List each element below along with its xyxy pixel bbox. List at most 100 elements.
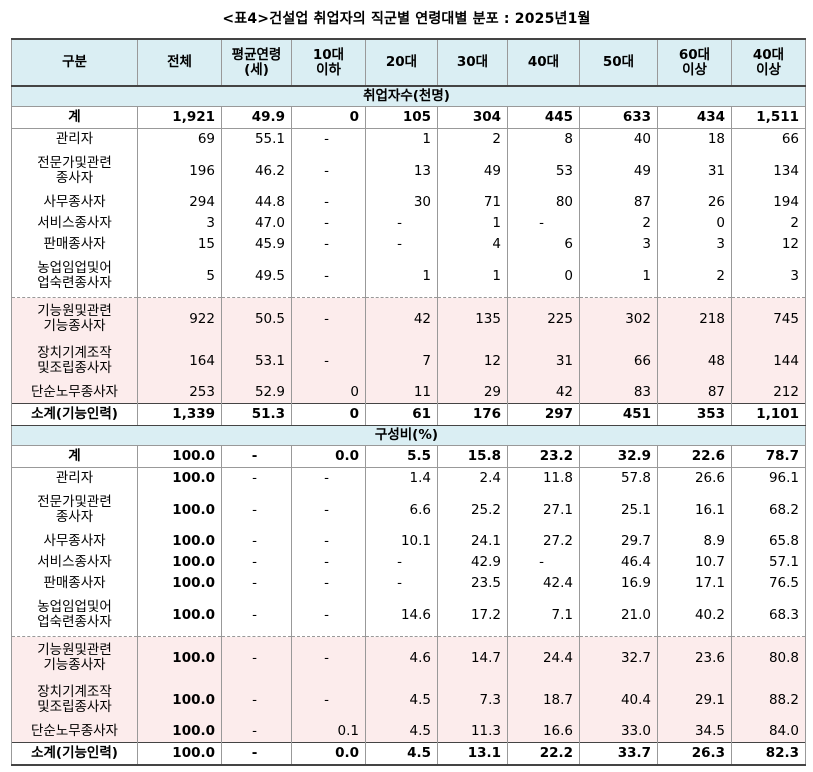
table-cell: 25.2 — [437, 489, 508, 531]
table-cell: 87 — [657, 382, 732, 404]
table-cell: 10.7 — [657, 552, 732, 573]
table-cell: 16.1 — [657, 489, 732, 531]
row-label: 단순노무종사자 — [11, 721, 138, 743]
table-cell: 100.0 — [137, 636, 222, 679]
section-title: 구성비(%) — [11, 425, 806, 446]
table-cell: - — [221, 467, 292, 489]
table-cell: 45.9 — [221, 234, 292, 255]
table-row: 기능원및관련 기능종사자 922 50.5-42 135 225 302 218 745 — [11, 297, 806, 340]
table-cell: - — [365, 552, 438, 573]
row-label: 소계(기능인력) — [11, 403, 138, 426]
table-cell: 68.2 — [731, 489, 806, 531]
table-cell: 194 — [731, 192, 806, 213]
table-body: 취업자수(천명) 계 1,921 49.9 0 105 304 445 633 434 1,511 관… — [11, 85, 806, 766]
table-row: 장치기계조작 및조립종사자 164 53.1-7 12 31 66 48 144 — [11, 340, 806, 382]
table-cell: 44.8 — [221, 192, 292, 213]
table-cell: 745 — [731, 297, 806, 340]
table-cell: 23.6 — [657, 636, 732, 679]
table-cell: - — [291, 679, 366, 721]
table-cell: - — [291, 255, 366, 298]
table-row: 사무종사자 294 44.8-30 71 80 87 26 194 — [11, 192, 806, 213]
table-title: <표4>건설업 취업자의 직군별 연령대별 분포 : 2025년1월 — [222, 11, 591, 27]
row-label: 기능원및관련 기능종사자 — [11, 636, 138, 679]
table-row: 기능원및관련 기능종사자 100.0- -4.6 14.7 24.4 32.7 23.6 80.… — [11, 636, 806, 679]
table-cell: 225 — [507, 297, 580, 340]
table-cell: 0.0 — [291, 445, 366, 468]
table-cell: - — [221, 742, 292, 766]
table-cell: 4.5 — [365, 742, 438, 766]
row-label: 서비스종사자 — [11, 213, 138, 234]
table-cell: 24.4 — [507, 636, 580, 679]
table-cell: 18 — [657, 128, 732, 150]
table-cell: 71 — [437, 192, 508, 213]
table-cell: 49.9 — [221, 106, 292, 129]
table-row: 소계(기능인력) 1,339 51.3 0 61 176 297 451 353 1,101 — [11, 403, 806, 426]
table-cell: 100.0 — [137, 594, 222, 637]
table-cell: 8 — [507, 128, 580, 150]
table-cell: 12 — [437, 340, 508, 382]
table-cell: 176 — [437, 403, 508, 426]
table-cell: 82.3 — [731, 742, 806, 766]
table-cell: 29 — [437, 382, 508, 404]
table-cell: - — [291, 297, 366, 340]
table-row: 소계(기능인력) 100.0-0.0 4.5 13.1 22.2 33.7 26.3 82.3 — [11, 742, 806, 766]
table-cell: - — [365, 213, 438, 234]
table-cell: 66 — [579, 340, 658, 382]
table-cell: 922 — [137, 297, 222, 340]
table-cell: 34.5 — [657, 721, 732, 743]
table-row: 판매종사자 15 45.9- -4 6 3 3 12 — [11, 234, 806, 255]
table-cell: - — [221, 721, 292, 743]
table-cell: 14.7 — [437, 636, 508, 679]
table-cell: 18.7 — [507, 679, 580, 721]
table-cell: 42 — [507, 382, 580, 404]
table-cell: - — [291, 489, 366, 531]
table-cell: 0.0 — [291, 742, 366, 766]
row-label: 관리자 — [11, 467, 138, 489]
table-cell: 22.2 — [507, 742, 580, 766]
table-cell: 49 — [579, 150, 658, 192]
table-row: 서비스종사자 3 47.0- -1-2 0 2 — [11, 213, 806, 234]
table-row: 장치기계조작 및조립종사자 100.0- -4.5 7.3 18.7 40.4 29.1 88.… — [11, 679, 806, 721]
table-cell: 5 — [137, 255, 222, 298]
table-cell: 7.3 — [437, 679, 508, 721]
column-header: 평균연령 (세) — [221, 38, 292, 87]
table-cell: 0 — [291, 106, 366, 129]
table-cell: 84.0 — [731, 721, 806, 743]
table-cell: 40 — [579, 128, 658, 150]
table-cell: 0 — [291, 403, 366, 426]
table-cell: 25.1 — [579, 489, 658, 531]
row-label: 농업임업및어 업숙련종사자 — [11, 255, 138, 298]
table-cell: 2 — [657, 255, 732, 298]
table-cell: 69 — [137, 128, 222, 150]
table-cell: - — [221, 679, 292, 721]
row-label: 사무종사자 — [11, 531, 138, 552]
table-cell: - — [221, 636, 292, 679]
table-cell: 80 — [507, 192, 580, 213]
row-label: 소계(기능인력) — [11, 742, 138, 766]
table-cell: 100.0 — [137, 531, 222, 552]
table-cell: - — [291, 192, 366, 213]
table-cell: 42.9 — [437, 552, 508, 573]
table-cell: 4 — [437, 234, 508, 255]
table-cell: 40.4 — [579, 679, 658, 721]
table-cell: 1 — [437, 255, 508, 298]
table-cell: 0.1 — [291, 721, 366, 743]
table-cell: 13 — [365, 150, 438, 192]
table-cell: 26.3 — [657, 742, 732, 766]
table-cell: 15.8 — [437, 445, 508, 468]
table-cell: 4.5 — [365, 721, 438, 743]
column-header: 40대 — [507, 38, 580, 87]
table-cell: 57.8 — [579, 467, 658, 489]
row-label: 판매종사자 — [11, 573, 138, 594]
table-cell: 4.6 — [365, 636, 438, 679]
table-cell: 22.6 — [657, 445, 732, 468]
table-cell: 65.8 — [731, 531, 806, 552]
table-cell: 1,101 — [731, 403, 806, 426]
table-cell: 31 — [657, 150, 732, 192]
table-cell: 10.1 — [365, 531, 438, 552]
row-label: 장치기계조작 및조립종사자 — [11, 340, 138, 382]
table-cell: 304 — [437, 106, 508, 129]
row-label: 기능원및관련 기능종사자 — [11, 297, 138, 340]
table-cell: 6 — [507, 234, 580, 255]
table-cell: 100.0 — [137, 721, 222, 743]
